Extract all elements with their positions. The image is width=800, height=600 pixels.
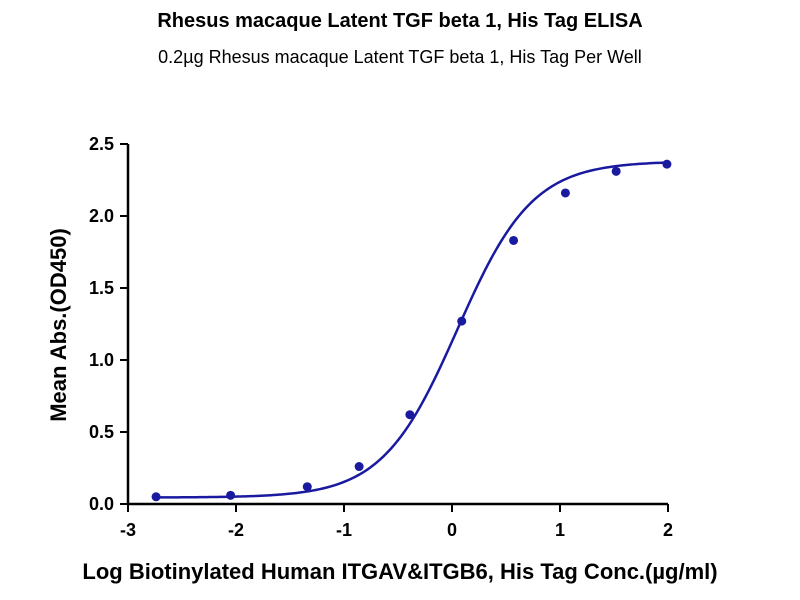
chart-title: Rhesus macaque Latent TGF beta 1, His Ta…: [157, 10, 643, 32]
data-point: [509, 235, 519, 245]
chart-subtitle: 0.2µg Rhesus macaque Latent TGF beta 1, …: [158, 47, 642, 67]
data-point: [662, 159, 672, 169]
x-tick-label: 0: [447, 520, 457, 540]
data-point: [457, 316, 467, 326]
fit-curve: [156, 161, 667, 499]
data-point: [560, 188, 570, 198]
data-point: [151, 492, 161, 502]
data-point: [611, 166, 621, 176]
y-axis-label: Mean Abs.(OD450): [46, 228, 71, 422]
data-point: [354, 462, 364, 472]
y-tick-label: 1.5: [89, 278, 114, 298]
y-tick-label: 1.0: [89, 350, 114, 370]
y-tick-label: 2.5: [89, 134, 114, 154]
x-tick-label: -1: [336, 520, 352, 540]
y-tick-label: 0.5: [89, 422, 114, 442]
data-point: [226, 490, 236, 500]
x-tick-label: 2: [663, 520, 673, 540]
x-tick-label: -3: [120, 520, 136, 540]
x-axis-label: Log Biotinylated Human ITGAV&ITGB6, His …: [82, 559, 717, 584]
x-tick-label: 1: [555, 520, 565, 540]
y-tick-label: 2.0: [89, 206, 114, 226]
y-tick-label: 0.0: [89, 494, 114, 514]
data-point: [302, 482, 312, 492]
x-tick-label: -2: [228, 520, 244, 540]
data-point: [405, 410, 415, 420]
